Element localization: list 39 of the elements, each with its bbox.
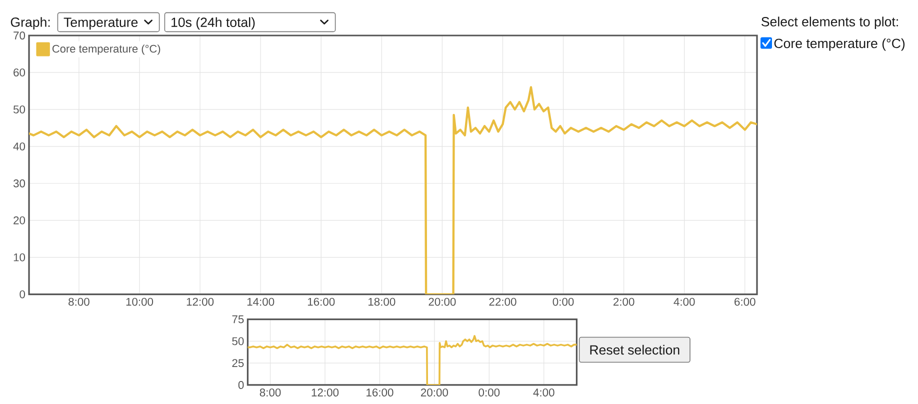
x-tick-label: 2:00 xyxy=(613,298,634,306)
line-series xyxy=(248,335,577,385)
y-tick-label: 50 xyxy=(13,105,26,114)
x-tick-label: 8:00 xyxy=(68,298,90,306)
y-tick-label: 50 xyxy=(232,337,244,346)
text: Core temperature (°C) xyxy=(774,38,905,51)
x-tick-label: 0:00 xyxy=(478,388,500,396)
text: Temperature xyxy=(64,18,138,30)
x-tick-label: 12:00 xyxy=(312,388,339,396)
x-tick-label: 18:00 xyxy=(368,298,396,306)
x-tick-label: 10:00 xyxy=(126,298,154,306)
legend-label: Core temperature (°C) xyxy=(52,44,160,55)
x-tick-label: 20:00 xyxy=(428,298,456,306)
x-tick-label: 20:00 xyxy=(420,388,448,396)
y-tick-label: 25 xyxy=(232,359,244,368)
y-tick-label: 10 xyxy=(14,253,26,262)
x-tick-label: 14:00 xyxy=(247,298,274,306)
x-tick-label: 8:00 xyxy=(260,388,281,396)
text: Reset selection xyxy=(590,344,680,355)
line-series xyxy=(29,86,757,294)
y-tick-label: 75 xyxy=(232,315,244,324)
x-tick-label: 12:00 xyxy=(186,298,214,306)
y-tick-label: 60 xyxy=(14,68,26,76)
x-tick-label: 0:00 xyxy=(552,298,574,306)
x-tick-label: 4:00 xyxy=(674,298,695,306)
y-tick-label: 70 xyxy=(14,32,26,40)
x-tick-label: 16:00 xyxy=(366,388,394,396)
y-tick-label: 0 xyxy=(238,381,244,389)
x-tick-label: 16:00 xyxy=(308,298,335,306)
text: Select elements to plot: xyxy=(762,16,898,30)
text: 10s (24h total) xyxy=(172,17,255,30)
x-tick-label: 22:00 xyxy=(489,298,516,306)
x-tick-label: 6:00 xyxy=(734,298,756,306)
y-tick-label: 40 xyxy=(13,142,26,150)
x-tick-label: 4:00 xyxy=(533,388,554,396)
y-tick-label: 0 xyxy=(20,290,26,298)
y-tick-label: 30 xyxy=(13,179,26,188)
y-tick-label: 20 xyxy=(14,216,26,224)
text: Graph: xyxy=(10,17,50,30)
